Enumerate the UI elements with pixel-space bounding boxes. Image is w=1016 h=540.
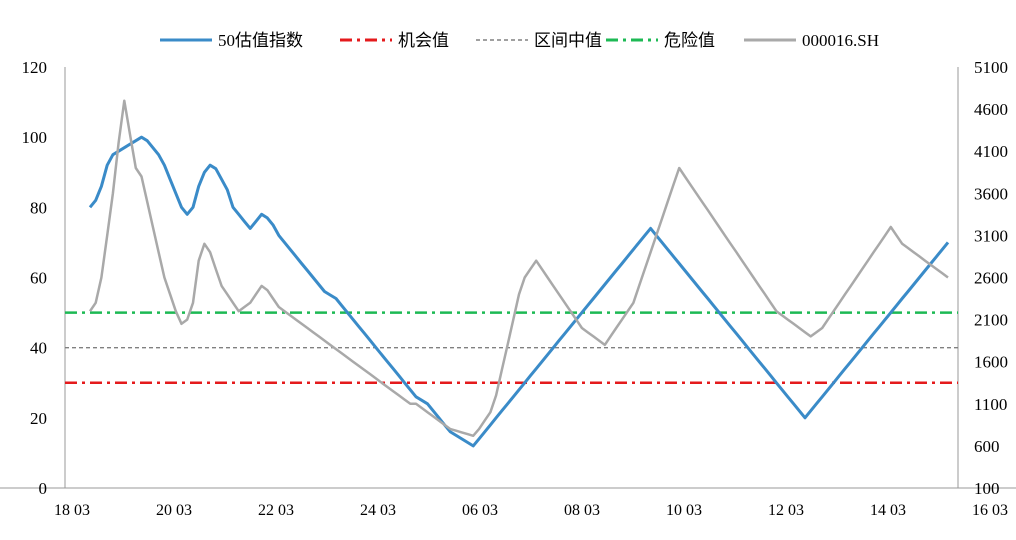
legend-label: 危险值	[664, 31, 715, 50]
y-right-tick-label: 100	[974, 479, 1000, 498]
legend-label: 50估值指数	[218, 31, 303, 50]
x-tick-label: 10 03	[666, 502, 702, 519]
y-right-tick-label: 4600	[974, 100, 1008, 119]
y-right-tick-label: 600	[974, 437, 1000, 456]
y-left-tick-label: 80	[30, 198, 47, 217]
x-tick-label: 18 03	[54, 502, 90, 519]
y-right-tick-label: 3600	[974, 184, 1008, 203]
legend-label: 000016.SH	[802, 31, 879, 50]
y-right-tick-label: 1100	[974, 395, 1007, 414]
y-right-tick-label: 5100	[974, 58, 1008, 77]
y-left-tick-label: 120	[22, 58, 48, 77]
y-left-tick-label: 60	[30, 269, 47, 288]
y-right-tick-label: 4100	[974, 142, 1008, 161]
x-tick-label: 14 03	[870, 502, 906, 519]
x-tick-label: 24 03	[360, 502, 396, 519]
series-line-0	[88, 135, 950, 448]
x-tick-label: 22 03	[258, 502, 294, 519]
y-left-tick-label: 40	[30, 339, 47, 358]
y-left-tick-label: 20	[30, 409, 47, 428]
y-right-tick-label: 1600	[974, 353, 1008, 372]
x-tick-label: 08 03	[564, 502, 600, 519]
y-right-tick-label: 3100	[974, 226, 1008, 245]
y-left-tick-label: 100	[22, 128, 48, 147]
legend-label: 区间中值	[534, 31, 602, 50]
x-tick-label: 20 03	[156, 502, 192, 519]
x-tick-label: 12 03	[768, 502, 804, 519]
x-tick-label: 16 03	[972, 502, 1008, 519]
y-right-tick-label: 2600	[974, 269, 1008, 288]
x-tick-label: 06 03	[462, 502, 498, 519]
y-left-tick-label: 0	[39, 479, 48, 498]
legend-label: 机会值	[398, 31, 449, 50]
series-line-1	[88, 99, 949, 438]
y-right-tick-label: 2100	[974, 311, 1008, 330]
